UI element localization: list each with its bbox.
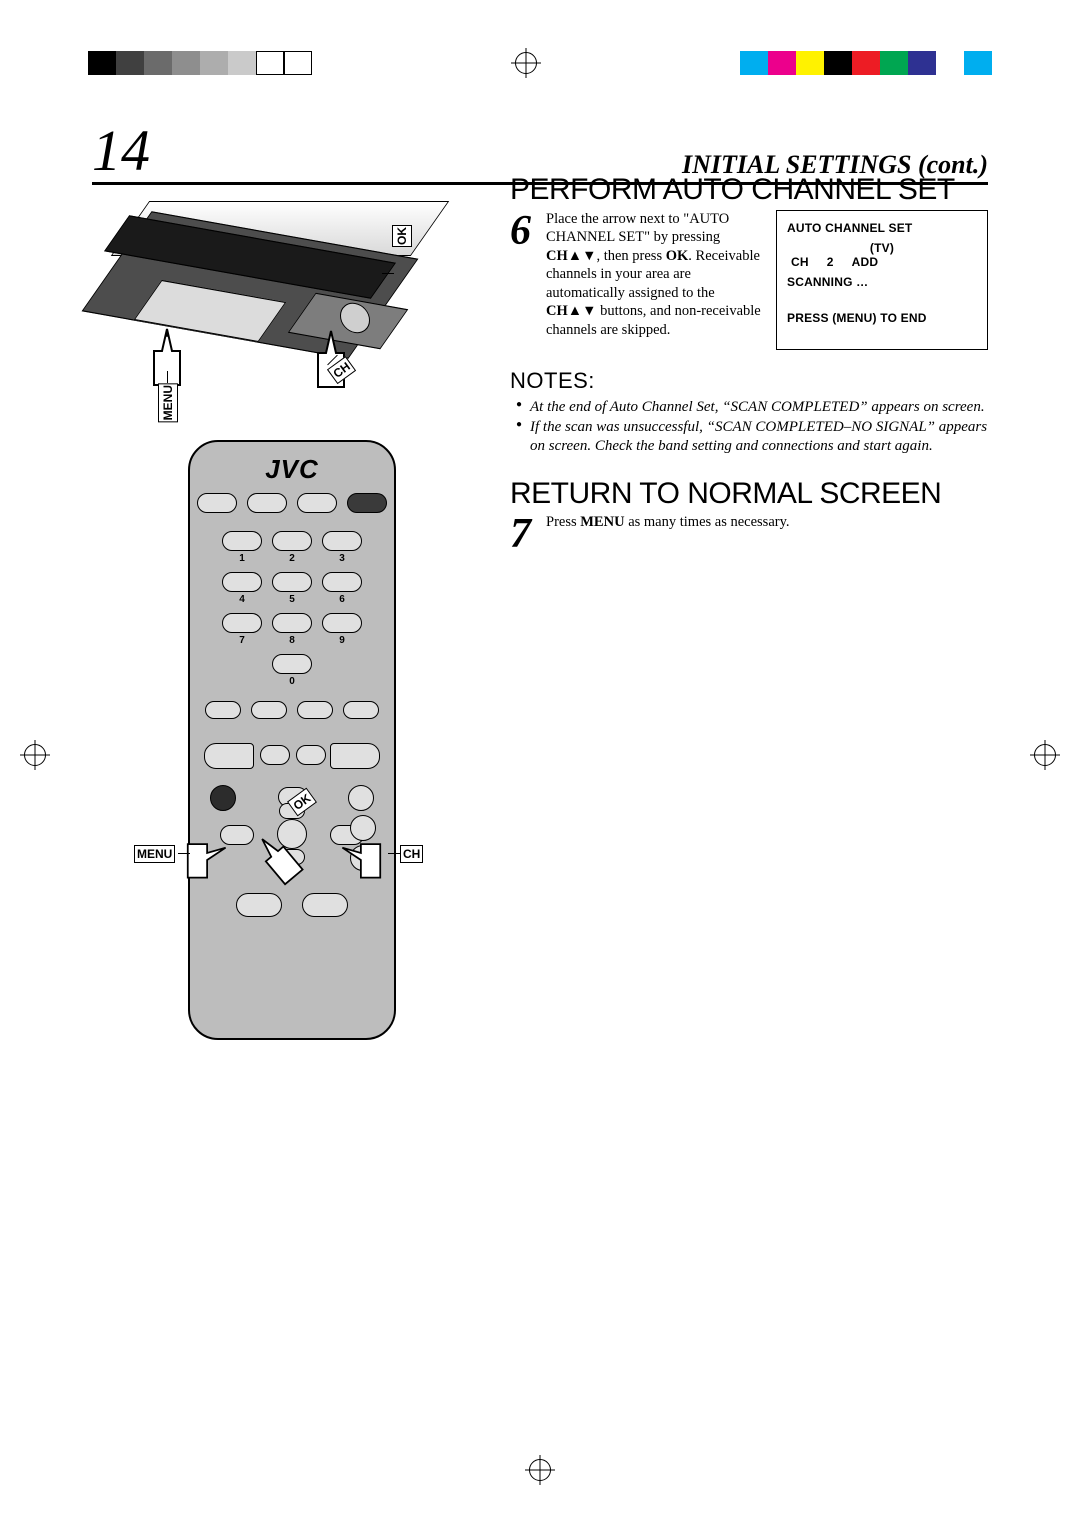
pointing-hand-icon bbox=[186, 833, 230, 887]
pointing-hand-icon bbox=[338, 833, 382, 887]
registration-cross-bottom bbox=[525, 1455, 555, 1485]
page-number: 14 bbox=[92, 122, 150, 180]
step6-heading: PERFORM AUTO CHANNEL SET bbox=[510, 174, 990, 206]
content-column: PERFORM AUTO CHANNEL SET 6 Place the arr… bbox=[510, 174, 990, 555]
illustration-column: MENU CH OK bbox=[100, 195, 480, 375]
registration-cross-right bbox=[1030, 740, 1060, 770]
menu-label: MENU bbox=[134, 845, 175, 863]
registration-cross-top bbox=[511, 48, 541, 78]
notes-heading: NOTES: bbox=[510, 368, 990, 394]
osd-line: PRESS (MENU) TO END bbox=[787, 311, 977, 325]
note-item: If the scan was unsuccessful, “SCAN COMP… bbox=[516, 418, 990, 456]
menu-label: MENU bbox=[158, 383, 178, 422]
osd-line: SCANNING … bbox=[787, 275, 977, 289]
registration-top bbox=[0, 48, 1080, 78]
ok-label: OK bbox=[392, 225, 412, 247]
vcr-illustration: MENU CH OK bbox=[100, 195, 460, 375]
osd-screen: AUTO CHANNEL SET (TV) CH 2 ADD SCANNING … bbox=[776, 210, 988, 350]
step6-text: Place the arrow next to "AUTO CHANNEL SE… bbox=[546, 210, 766, 350]
color-strip bbox=[740, 51, 992, 75]
remote-brand: JVC bbox=[190, 454, 394, 485]
ch-label: CH bbox=[400, 845, 423, 863]
registration-cross-left bbox=[20, 740, 50, 770]
step7-heading: RETURN TO NORMAL SCREEN bbox=[510, 478, 990, 510]
step7-number: 7 bbox=[510, 513, 540, 555]
step7-text: Press MENU as many times as necessary. bbox=[546, 513, 966, 555]
note-item: At the end of Auto Channel Set, “SCAN CO… bbox=[516, 398, 990, 417]
grayscale-strip bbox=[88, 51, 312, 75]
notes-list: At the end of Auto Channel Set, “SCAN CO… bbox=[510, 398, 990, 456]
osd-title: AUTO CHANNEL SET bbox=[787, 221, 977, 235]
remote-illustration: JVC 1 2 3 4 5 6 7 8 9 0 bbox=[172, 440, 412, 1040]
step6-number: 6 bbox=[510, 210, 540, 350]
osd-line: (TV) bbox=[787, 241, 977, 255]
